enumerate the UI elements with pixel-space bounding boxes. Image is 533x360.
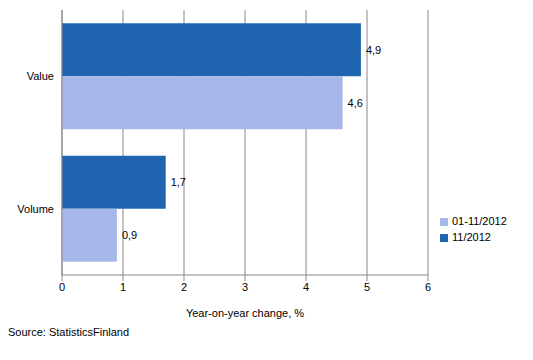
svg-text:4,6: 4,6 — [348, 97, 363, 109]
svg-text:Value: Value — [27, 70, 54, 82]
svg-text:Year-on-year change, %: Year-on-year change, % — [186, 307, 304, 319]
svg-text:Volume: Volume — [17, 203, 54, 215]
svg-text:3: 3 — [242, 281, 248, 293]
svg-text:0,9: 0,9 — [122, 229, 137, 241]
html-text:01-11/2012: 01-11/2012 — [452, 215, 507, 227]
svg-text:4: 4 — [303, 281, 309, 293]
svg-text:5: 5 — [364, 281, 370, 293]
svg-text:6: 6 — [425, 281, 431, 293]
svg-text:1,7: 1,7 — [171, 176, 186, 188]
svg-text:1: 1 — [120, 281, 126, 293]
svg-text:2: 2 — [181, 281, 187, 293]
html-text:Source: StatisticsFinland: Source: StatisticsFinland — [8, 326, 130, 338]
svg-text:0: 0 — [59, 281, 65, 293]
html-text:11/2012: 11/2012 — [452, 231, 491, 243]
svg-text:4,9: 4,9 — [366, 44, 381, 56]
